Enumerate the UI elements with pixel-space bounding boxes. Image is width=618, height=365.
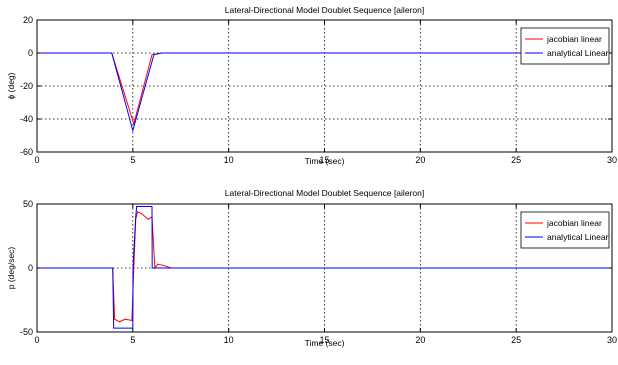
y-tick-label: -20	[20, 81, 33, 91]
x-tick-label: 0	[34, 335, 39, 345]
series-line-analytical	[37, 206, 612, 329]
y-tick-label: -60	[20, 147, 33, 157]
x-tick-label: 5	[130, 335, 135, 345]
y-tick-label: 0	[28, 48, 33, 58]
y-tick-label: -40	[20, 114, 33, 124]
chart-roll-angle: 0 5 10 15 20 25 30 20 0 -20 -40 -60 Lateral-Directio…	[6, 5, 617, 166]
x-tick-label: 30	[607, 155, 617, 165]
x-tick-label: 25	[511, 335, 521, 345]
chart-title: Lateral-Directional Model Doublet Sequen…	[225, 188, 424, 198]
x-axis-label: Time (sec)	[305, 156, 345, 166]
x-tick-label: 10	[224, 335, 234, 345]
x-tick-label: 20	[415, 335, 425, 345]
legend-box	[520, 27, 610, 65]
x-tick-label: 20	[415, 155, 425, 165]
x-tick-label: 15	[319, 155, 329, 165]
chart-title: Lateral-Directional Model Doublet Sequen…	[225, 5, 424, 15]
x-tick-label: 5	[130, 155, 135, 165]
legend-label-analytical: analytical Linear	[547, 48, 609, 58]
series-line-jacobian	[37, 210, 612, 323]
legend-label-jacobian: jacobian linear	[546, 218, 602, 228]
x-axis-label: Time (sec)	[305, 338, 345, 348]
series-line-analytical	[37, 52, 612, 133]
x-tick-label: 25	[511, 155, 521, 165]
x-tick-label: 10	[224, 155, 234, 165]
y-tick-label: 20	[23, 15, 33, 25]
y-axis-label: ϕ (deg)	[6, 72, 16, 99]
y-tick-label: 50	[23, 199, 33, 209]
x-tick-label: 0	[34, 155, 39, 165]
y-axis-label: p (deg/sec)	[6, 247, 16, 290]
y-tick-label: 0	[28, 263, 33, 273]
legend-box	[520, 211, 610, 249]
x-tick-label: 30	[607, 335, 617, 345]
legend-label-analytical: analytical Linear	[547, 232, 609, 242]
legend-label-jacobian: jacobian linear	[546, 34, 602, 44]
y-tick-label: -50	[20, 327, 33, 337]
x-tick-label: 15	[319, 335, 329, 345]
